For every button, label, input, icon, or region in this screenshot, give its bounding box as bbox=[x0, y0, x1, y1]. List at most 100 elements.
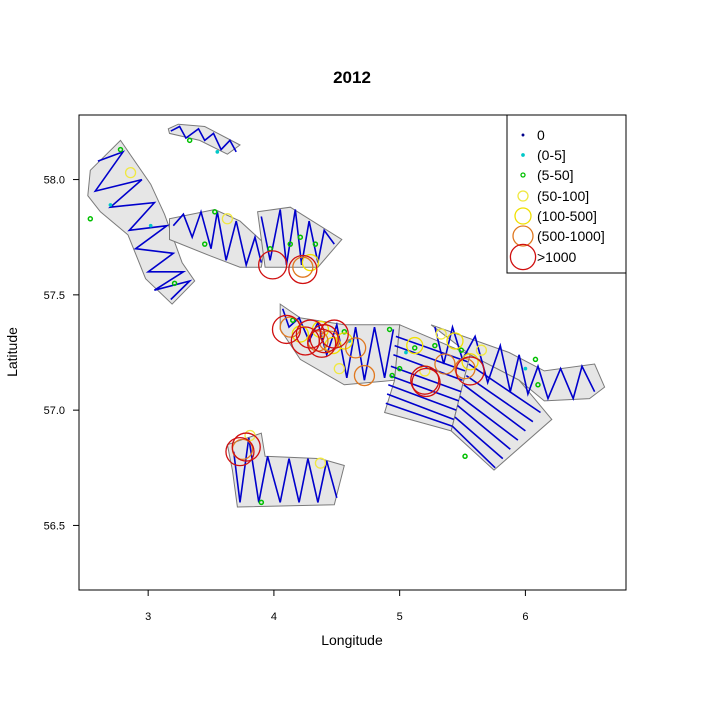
transect-line bbox=[459, 395, 519, 441]
catch-point-c6 bbox=[290, 326, 320, 356]
catch-point-c3 bbox=[124, 166, 137, 179]
transect-line bbox=[388, 384, 457, 411]
catch-point-c4 bbox=[301, 253, 320, 272]
legend-symbol-c2 bbox=[520, 172, 526, 178]
x-tick-label: 5 bbox=[397, 611, 403, 623]
catch-point-c4 bbox=[446, 332, 464, 350]
catch-point-c2 bbox=[290, 317, 296, 323]
catch-point-c6 bbox=[410, 365, 440, 395]
chart-title: 2012 bbox=[333, 68, 371, 87]
x-tick-label: 4 bbox=[271, 611, 277, 623]
legend-label: 0 bbox=[537, 127, 545, 143]
legend-symbol-c0 bbox=[521, 133, 525, 137]
catch-point-c4 bbox=[335, 332, 353, 350]
catch-point-c2 bbox=[312, 241, 319, 247]
catch-point-c2 bbox=[532, 356, 539, 363]
catch-point-c5 bbox=[454, 357, 476, 380]
catch-point-c2 bbox=[201, 241, 208, 247]
legend-symbol-c5 bbox=[512, 225, 534, 247]
catch-point-c2 bbox=[458, 347, 465, 353]
transect-line bbox=[463, 384, 526, 432]
transect-line bbox=[394, 344, 466, 372]
stratum-polygon bbox=[169, 208, 266, 268]
catch-point-c1 bbox=[215, 150, 220, 154]
catch-point-c2 bbox=[432, 342, 438, 349]
catch-point-c1 bbox=[148, 223, 153, 228]
transect-line bbox=[389, 374, 460, 402]
transect-line bbox=[170, 125, 237, 153]
catch-point-c5 bbox=[353, 364, 376, 387]
legend-label: (5-50] bbox=[537, 167, 574, 183]
catch-point-c2 bbox=[389, 372, 395, 379]
catch-point-c6 bbox=[288, 254, 318, 285]
legend-label: (50-100] bbox=[537, 188, 589, 204]
y-tick-label: 57.5 bbox=[44, 290, 65, 302]
catch-point-c6 bbox=[307, 328, 337, 358]
catch-point-c1 bbox=[108, 203, 113, 207]
catch-point-c2 bbox=[258, 499, 265, 506]
legend-label: (100-500] bbox=[537, 208, 597, 224]
catch-point-c2 bbox=[462, 453, 468, 460]
transect-line bbox=[390, 365, 462, 393]
x-tick-label: 3 bbox=[145, 611, 151, 623]
catch-point-c2 bbox=[212, 209, 218, 215]
catch-point-c4 bbox=[406, 336, 424, 355]
catch-point-c5 bbox=[292, 256, 314, 278]
catch-point-c2 bbox=[87, 216, 94, 222]
transect-line bbox=[281, 308, 395, 381]
transect-line bbox=[93, 150, 193, 301]
transect-line bbox=[434, 324, 596, 402]
catch-point-c6 bbox=[225, 437, 255, 467]
plot-frame bbox=[78, 114, 627, 591]
x-axis-title: Longitude bbox=[321, 632, 383, 648]
catch-point-c6 bbox=[258, 250, 288, 280]
transect-line bbox=[385, 402, 453, 428]
catch-point-c5 bbox=[434, 353, 456, 375]
catch-point-c2 bbox=[186, 137, 193, 144]
catch-point-c1 bbox=[523, 366, 528, 371]
catch-point-c2 bbox=[287, 241, 294, 247]
catch-point-c1 bbox=[404, 350, 408, 355]
transect-line bbox=[456, 404, 511, 450]
catch-point-c3 bbox=[333, 362, 345, 375]
catch-point-c6 bbox=[295, 319, 326, 349]
stratum-polygon bbox=[87, 139, 196, 305]
catch-point-c2 bbox=[535, 382, 541, 388]
catch-points-layer bbox=[87, 137, 541, 506]
y-tick-label: 58.0 bbox=[44, 175, 65, 187]
catch-point-c6 bbox=[411, 367, 441, 398]
legend-label: >1000 bbox=[537, 249, 577, 265]
axes: 3 4 5 6 56.5 57.0 57.5 58.0 bbox=[44, 175, 529, 623]
transect-line bbox=[454, 416, 504, 460]
legend-symbol-c4 bbox=[514, 207, 532, 225]
legend: 0 (0-5] (5-50] (50-100] (100-500] (500-1000] >… bbox=[506, 114, 627, 274]
catch-point-c3 bbox=[314, 457, 327, 469]
legend-symbol-c3 bbox=[517, 190, 529, 202]
catch-point-c2 bbox=[117, 146, 124, 153]
transect-line bbox=[468, 363, 541, 414]
legend-symbol-c6 bbox=[509, 243, 537, 271]
catch-point-c5 bbox=[344, 337, 367, 359]
catch-point-c6 bbox=[231, 432, 261, 462]
catch-point-c2 bbox=[396, 365, 403, 372]
catch-point-c6 bbox=[455, 356, 485, 386]
catch-point-c3 bbox=[221, 213, 234, 225]
legend-label: (0-5] bbox=[537, 147, 566, 163]
x-tick-label: 6 bbox=[522, 611, 528, 623]
catch-point-c2 bbox=[411, 345, 418, 351]
catch-point-c4 bbox=[461, 353, 479, 371]
transect-line bbox=[232, 437, 338, 503]
catch-point-c4 bbox=[324, 336, 342, 355]
y-axis-title: Latitude bbox=[4, 327, 20, 377]
catch-point-c2 bbox=[297, 234, 304, 240]
catch-point-c2 bbox=[341, 328, 348, 335]
legend-symbol-c1 bbox=[521, 153, 525, 157]
y-tick-label: 57.0 bbox=[44, 405, 65, 417]
catch-point-c2 bbox=[386, 326, 393, 333]
catch-point-c3 bbox=[435, 328, 447, 340]
catch-point-c6 bbox=[271, 314, 302, 345]
catch-point-c3 bbox=[475, 344, 488, 356]
legend-label: (500-1000] bbox=[537, 228, 605, 244]
transect-line bbox=[451, 425, 496, 469]
